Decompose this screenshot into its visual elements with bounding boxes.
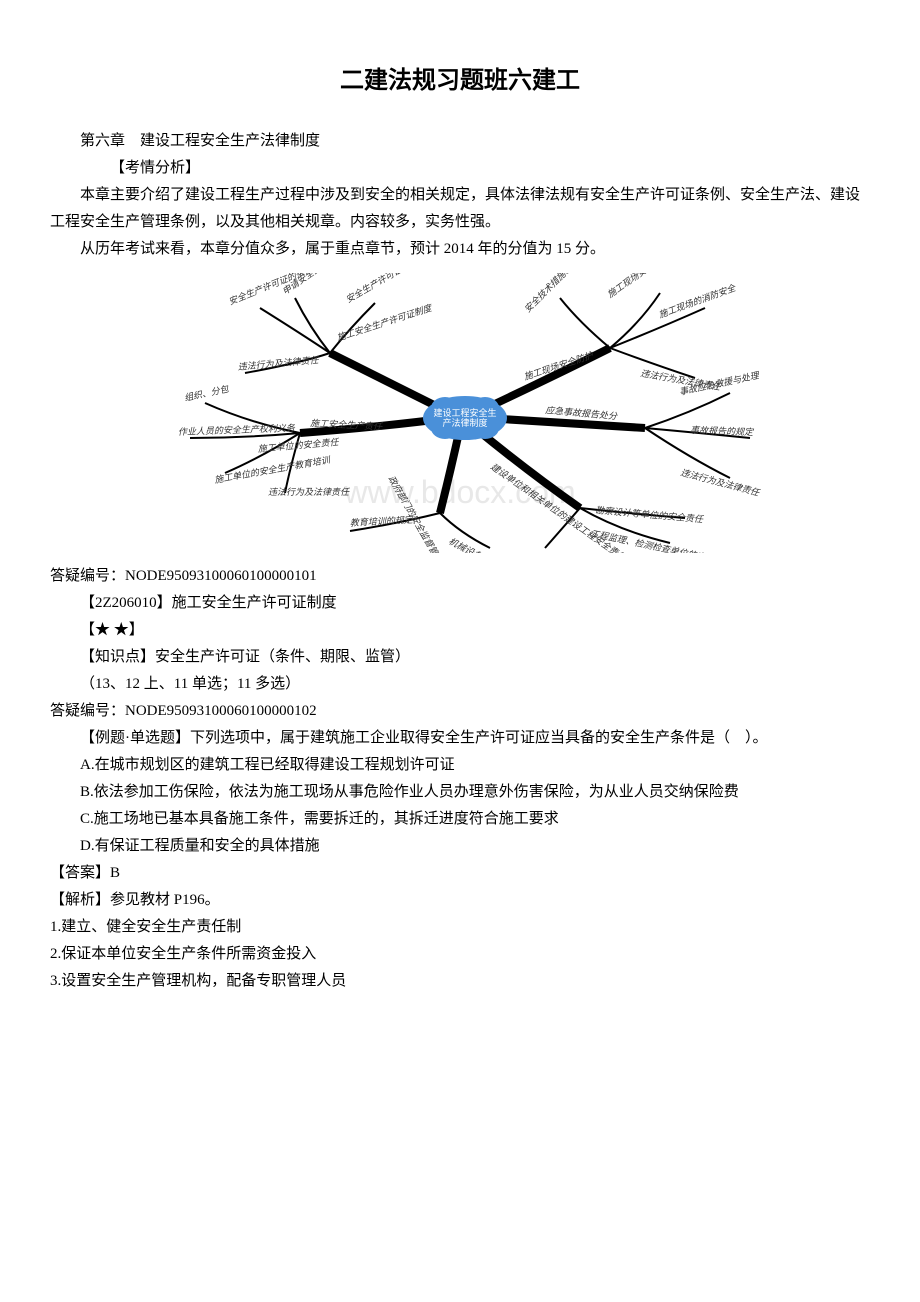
chapter-heading: 第六章 建设工程安全生产法律制度 [50,128,870,155]
option-c: C.施工场地已基本具备施工条件，需要拆迁的，其拆迁进度符合施工要求 [50,806,870,833]
point-3: 3.设置安全生产管理机构，配备专职管理人员 [50,968,870,995]
example-question: 【例题·单选题】下列选项中，属于建筑施工企业取得安全生产许可证应当具备的安全生产… [50,725,870,752]
mindmap-diagram: www.bdocx.com 建设工程安全生 产法律制度 施工安全生产许可证制度 … [150,273,770,553]
svg-text:施工现场的消防安全: 施工现场的消防安全 [657,283,737,320]
explanation: 【解析】参见教材 P196。 [50,887,870,914]
difficulty-stars: 【★ ★】 [50,617,870,644]
svg-text:施工单位的安全责任: 施工单位的安全责任 [257,437,340,454]
svg-text:违法行为及法律责任: 违法行为及法律责任 [268,487,350,497]
exam-years: （13、12 上、11 单选；11 多选） [50,671,870,698]
svg-text:教育培训的规定: 教育培训的规定 [350,515,414,528]
answer: 【答案】B [50,860,870,887]
svg-text:安全生产许可证的期限: 安全生产许可证的期限 [344,273,428,305]
svg-text:勘察设计等单位的安全责任: 勘察设计等单位的安全责任 [595,505,704,524]
svg-text:施工安全生产许可证制度: 施工安全生产许可证制度 [336,302,435,343]
svg-text:组织、分包: 组织、分包 [183,384,230,403]
svg-text:产法律制度: 产法律制度 [442,417,487,428]
option-a: A.在城市规划区的建筑工程已经取得建设工程规划许可证 [50,752,870,779]
point-2: 2.保证本单位安全生产条件所需资金投入 [50,941,870,968]
analysis-header: 【考情分析】 [50,155,870,182]
svg-text:机械设备等单位的安全责任: 机械设备等单位的安全责任 [447,536,548,553]
svg-text:违法行为及法律责任: 违法行为及法律责任 [237,355,320,372]
svg-text:违法行为及法律责任: 违法行为及法律责任 [679,467,761,498]
qa-number-2: 答疑编号：NODE95093100060100000102 [50,698,870,725]
option-b: B.依法参加工伤保险，依法为施工现场从事危险作业人员办理意外伤害保险，为从业人员… [50,779,870,806]
knowledge-point: 【知识点】安全生产许可证（条件、期限、监管） [50,644,870,671]
qa-number-1: 答疑编号：NODE95093100060100000101 [50,563,870,590]
option-d: D.有保证工程质量和安全的具体措施 [50,833,870,860]
analysis-paragraph-2: 从历年考试来看，本章分值众多，属于重点章节，预计 2014 年的分值为 15 分… [50,236,870,263]
analysis-paragraph-1: 本章主要介绍了建设工程生产过程中涉及到安全的相关规定，具体法律法规有安全生产许可… [50,182,870,236]
document-title: 二建法规习题班六建工 [50,60,870,103]
point-1: 1.建立、健全安全生产责任制 [50,914,870,941]
svg-text:事故报告的规定: 事故报告的规定 [690,425,754,437]
mindmap-center-label: 建设工程安全生 [433,407,496,418]
svg-text:施工现场安全防护的规定: 施工现场安全防护的规定 [605,273,693,300]
section-code: 【2Z206010】施工安全生产许可证制度 [50,590,870,617]
